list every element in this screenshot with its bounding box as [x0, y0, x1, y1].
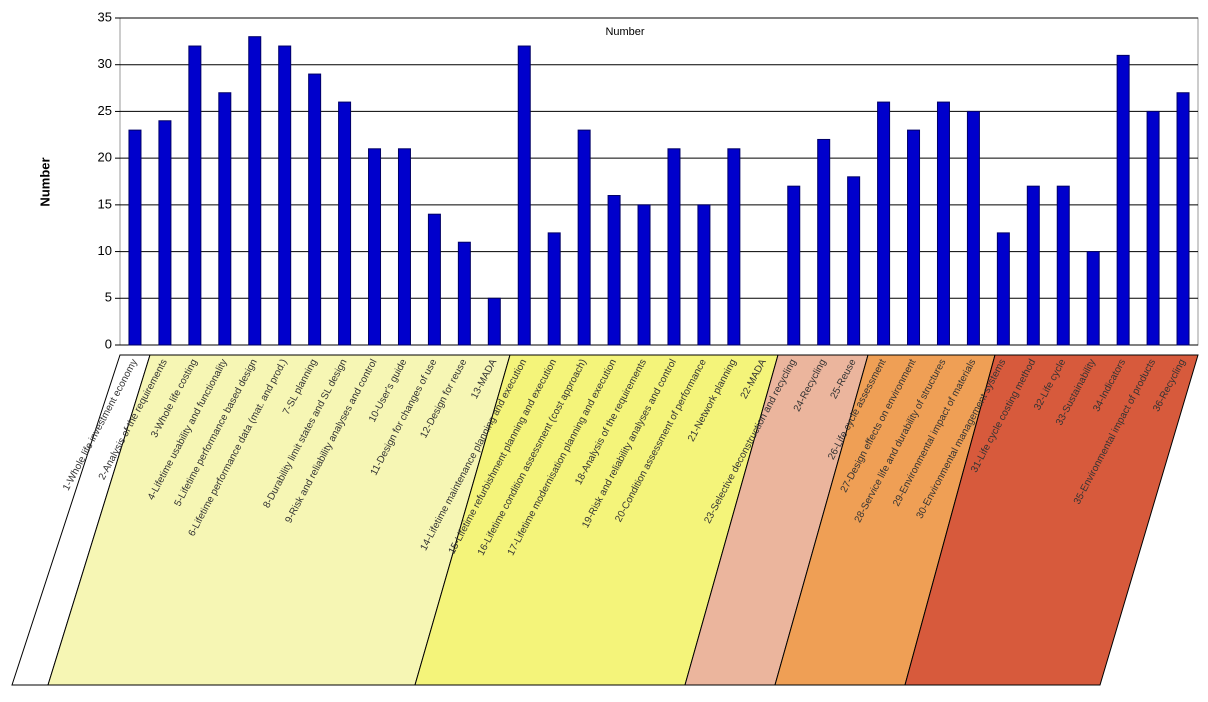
bar: [1086, 251, 1100, 346]
bar: [936, 101, 950, 346]
y-tick-label: 0: [105, 336, 112, 351]
bar: [368, 148, 382, 346]
bar: [607, 195, 621, 346]
bar: [397, 148, 411, 346]
bar: [338, 101, 352, 346]
bar: [547, 232, 561, 346]
bar: [727, 148, 741, 346]
bar: [308, 73, 322, 346]
y-tick-label: 35: [98, 9, 112, 24]
bar: [817, 138, 831, 346]
bar: [847, 176, 861, 346]
bar: [996, 232, 1010, 346]
bar: [1056, 185, 1070, 346]
chart-title: Number: [605, 26, 644, 38]
y-tick-label: 5: [105, 290, 112, 305]
bar: [667, 148, 681, 346]
y-tick-label: 15: [98, 196, 112, 211]
bar: [427, 213, 441, 346]
bar: [577, 129, 591, 346]
bar: [877, 101, 891, 346]
y-axis-label: Number: [37, 157, 52, 206]
bar: [697, 204, 711, 346]
bar: [158, 120, 172, 346]
bar: [218, 92, 232, 346]
bar: [188, 45, 202, 346]
bar: [1026, 185, 1040, 346]
bar: [278, 45, 292, 346]
y-tick-label: 20: [98, 150, 112, 165]
plot-area: [119, 17, 1199, 346]
bar: [457, 241, 471, 346]
bar: [637, 204, 651, 346]
y-tick-label: 10: [98, 243, 112, 258]
bar: [1176, 92, 1190, 346]
bar: [1146, 110, 1160, 346]
bar: [787, 185, 801, 346]
bar: [517, 45, 531, 346]
bar: [248, 36, 262, 346]
section-band: [904, 354, 1199, 686]
y-tick-label: 30: [98, 56, 112, 71]
bar: [128, 129, 142, 346]
bar: [487, 297, 501, 346]
y-tick-label: 25: [98, 103, 112, 118]
bar: [907, 129, 921, 346]
bar: [966, 110, 980, 346]
bar: [1116, 54, 1130, 346]
